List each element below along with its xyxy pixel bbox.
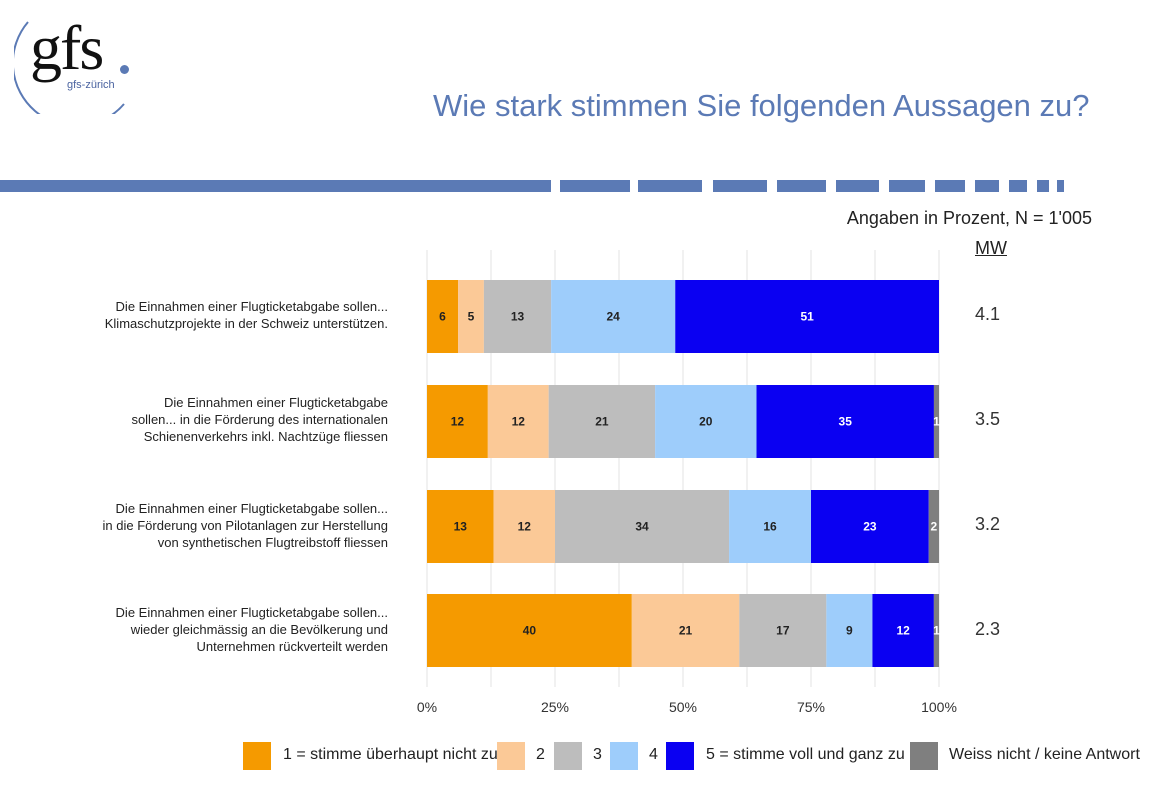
category-label-line: Schienenverkehrs inkl. Nachtzüge fliesse… [143, 429, 388, 444]
bar-segment [427, 594, 632, 667]
mw-value-2: 3.5 [975, 409, 1001, 429]
x-tick-label: 100% [921, 699, 957, 715]
category-label-line: Klimaschutzprojekte in der Schweiz unter… [104, 316, 388, 331]
legend-swatch-3 [554, 742, 582, 770]
bar-segment [483, 280, 552, 353]
bar-segment [631, 594, 740, 667]
data-label: 20 [699, 415, 713, 429]
bar-segment [427, 280, 459, 353]
data-label: 21 [595, 415, 609, 429]
data-label: 2 [931, 520, 938, 534]
legend: 1 = stimme überhaupt nicht zu 2 3 4 5 = … [0, 742, 1153, 772]
category-label-line: in die Förderung von Pilotanlagen zur He… [102, 518, 388, 533]
category-label-line: Die Einnahmen einer Flugticketabgabe sol… [115, 501, 388, 516]
legend-swatch-1 [243, 742, 271, 770]
category-label-1: Die Einnahmen einer Flugticketabgabe sol… [18, 298, 388, 332]
mw-value-3: 3.2 [975, 514, 1001, 534]
bar-segment [675, 280, 939, 353]
bar-segment [551, 280, 676, 353]
category-label-2: Die Einnahmen einer Flugticketabgabe sol… [18, 394, 388, 445]
bar-segment [487, 385, 549, 458]
category-label-line: Unternehmen rückverteilt werden [196, 639, 388, 654]
data-label: 12 [451, 415, 465, 429]
data-label: 24 [607, 310, 621, 324]
category-label-line: von synthetischen Flugtreibstoff fliesse… [157, 535, 388, 550]
x-tick-label: 25% [541, 699, 569, 715]
legend-swatch-2 [497, 742, 525, 770]
logo-text: gfs [30, 12, 104, 83]
bar-segment [933, 385, 939, 458]
data-label: 12 [896, 624, 910, 638]
category-label-line: Die Einnahmen einer Flugticketabgabe [163, 395, 388, 410]
bar-segment [555, 490, 730, 563]
data-label: 23 [863, 520, 877, 534]
mw-value-4: 2.3 [975, 619, 1001, 639]
bar-segment [826, 594, 873, 667]
data-label: 17 [776, 624, 790, 638]
legend-swatch-6 [910, 742, 938, 770]
logo-arc [14, 21, 125, 114]
bar-segment [493, 490, 555, 563]
category-label-line: Die Einnahmen einer Flugticketabgabe sol… [115, 299, 388, 314]
category-label-4: Die Einnahmen einer Flugticketabgabe sol… [18, 604, 388, 655]
bar-segment [928, 490, 939, 563]
legend-label-4: 4 [649, 746, 658, 763]
legend-label-5: 5 = stimme voll und ganz zu [706, 746, 905, 763]
data-label: 6 [439, 310, 446, 324]
bar-segment [427, 490, 494, 563]
mw-value-1: 4.1 [975, 304, 1001, 324]
bar-segment [872, 594, 934, 667]
mw-header: MW [975, 238, 1007, 258]
logo-subtitle: gfs-zürich [67, 79, 115, 91]
x-tick-label: 0% [417, 699, 437, 715]
data-label: 13 [511, 310, 525, 324]
legend-label-2: 2 [536, 746, 545, 763]
category-label-line: sollen... in die Förderung des internati… [131, 412, 388, 427]
data-label: 21 [679, 624, 693, 638]
data-label: 16 [763, 520, 777, 534]
legend-swatch-5 [666, 742, 694, 770]
bar-segment [548, 385, 656, 458]
category-label-line: wieder gleichmässig an die Bevölkerung u… [130, 622, 388, 637]
bar-segment [458, 280, 484, 353]
data-label: 1 [933, 624, 940, 638]
chart-subtitle: Angaben in Prozent, N = 1'005 [846, 208, 1092, 228]
data-label: 12 [512, 415, 526, 429]
category-label-line: Die Einnahmen einer Flugticketabgabe sol… [115, 605, 388, 620]
legend-swatch-4 [610, 742, 638, 770]
data-label: 12 [518, 520, 532, 534]
category-label-3: Die Einnahmen einer Flugticketabgabe sol… [18, 500, 388, 551]
data-label: 1 [933, 415, 940, 429]
data-label: 40 [523, 624, 537, 638]
title-divider-stripe [0, 180, 1064, 192]
data-label: 9 [846, 624, 853, 638]
bar-segment [756, 385, 934, 458]
bar-segment [811, 490, 929, 563]
legend-label-6: Weiss nicht / keine Antwort [949, 746, 1140, 763]
data-label: 13 [454, 520, 468, 534]
page-title: Wie stark stimmen Sie folgenden Aussagen… [433, 88, 1090, 123]
data-label: 35 [839, 415, 853, 429]
bar-segment [739, 594, 827, 667]
legend-label-1: 1 = stimme überhaupt nicht zu [283, 746, 498, 763]
data-label: 5 [468, 310, 475, 324]
bar-segment [933, 594, 939, 667]
data-label: 34 [635, 520, 649, 534]
x-tick-label: 75% [797, 699, 825, 715]
bar-segment [427, 385, 488, 458]
logo-dot [120, 65, 129, 74]
data-label: 51 [800, 310, 814, 324]
x-tick-label: 50% [669, 699, 697, 715]
bar-segment [729, 490, 811, 563]
bar-segment [655, 385, 757, 458]
legend-label-3: 3 [593, 746, 602, 763]
